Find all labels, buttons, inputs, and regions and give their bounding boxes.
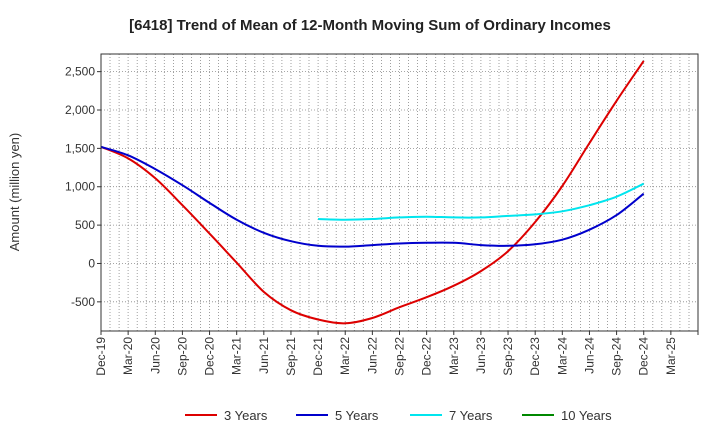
x-tick-label: Dec-20: [203, 337, 217, 376]
series-layer: [100, 60, 645, 325]
y-tick-label: 2,000: [65, 103, 95, 117]
x-tick-label: Jun-21: [257, 337, 271, 374]
x-tick-label: Sep-23: [501, 337, 515, 376]
x-tick-label: Sep-22: [393, 337, 407, 376]
x-tick-label: Sep-20: [175, 337, 189, 376]
x-tick-label: Jun-24: [583, 337, 597, 374]
x-tick-label: Jun-20: [148, 337, 162, 374]
x-tick-label: Jun-22: [365, 337, 379, 374]
grid: [101, 54, 698, 331]
y-axis-label: Amount (million yen): [7, 133, 22, 252]
legend: 3 Years 5 Years 7 Years 10 Years: [185, 408, 612, 423]
x-tick-label: Jun-23: [474, 337, 488, 374]
legend-label-10-years: 10 Years: [561, 408, 612, 423]
legend-label-7-years: 7 Years: [449, 408, 493, 423]
y-tick-label: 0: [88, 256, 95, 270]
y-tick-label: 500: [75, 218, 95, 232]
x-tick-label: Sep-24: [610, 337, 624, 376]
x-tick-labels: Dec-19 Mar-20 Jun-20 Sep-20 Dec-20 Mar-21 Jun-…: [94, 331, 699, 376]
x-tick-label: Mar-25: [664, 337, 678, 375]
x-tick-label: Mar-22: [338, 337, 352, 375]
y-tick-label: -500: [71, 295, 95, 309]
x-tick-label: Dec-19: [94, 337, 108, 376]
x-tick-label: Mar-20: [121, 337, 135, 375]
y-tick-label: 1,500: [65, 141, 95, 155]
series-line-3-years: [100, 60, 645, 325]
chart-title: [6418] Trend of Mean of 12-Month Moving …: [129, 17, 611, 34]
x-tick-label: Dec-21: [311, 337, 325, 376]
y-tick-labels: -500 0 500 1,000 1,500 2,000 2,500: [65, 65, 101, 309]
x-tick-label: Dec-22: [420, 337, 434, 376]
x-tick-label: Dec-23: [528, 337, 542, 376]
x-tick-label: Mar-23: [447, 337, 461, 375]
x-tick-label: Sep-21: [284, 337, 298, 376]
x-tick-label: Mar-21: [230, 337, 244, 375]
series-line-5-years: [100, 145, 645, 248]
legend-label-5-years: 5 Years: [335, 408, 379, 423]
legend-label-3-years: 3 Years: [224, 408, 268, 423]
y-tick-label: 1,000: [65, 180, 95, 194]
x-tick-label: Dec-24: [637, 337, 651, 376]
series-line-7-years: [318, 182, 645, 221]
x-tick-label: Mar-24: [555, 337, 569, 375]
y-tick-label: 2,500: [65, 65, 95, 79]
